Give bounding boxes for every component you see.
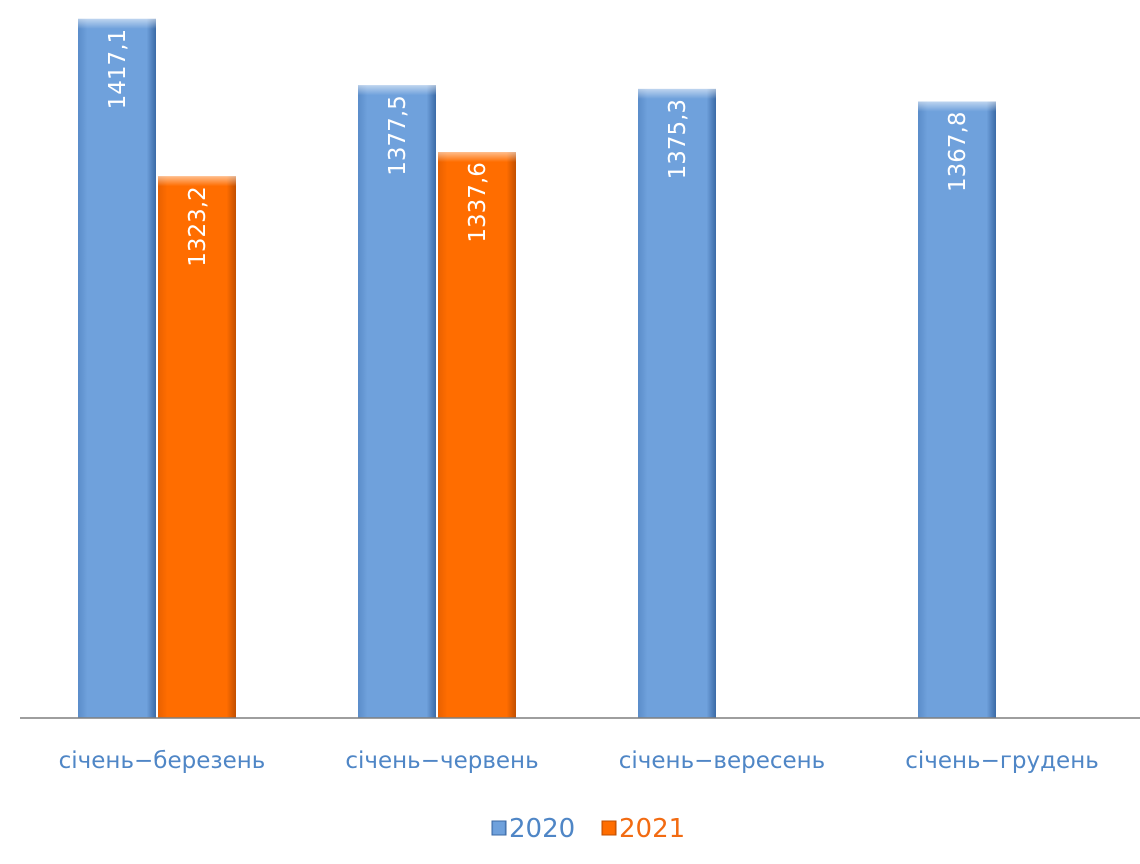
category-label-4: січень−грудень xyxy=(905,748,1099,774)
bar-cap-2021-2 xyxy=(438,152,516,163)
category-labels-group: січень−березень січень−червень січень−вере… xyxy=(59,748,1099,774)
bar-2020-3 xyxy=(638,88,716,718)
bar-2020-2 xyxy=(358,85,436,718)
category-label-3: січень−вересень xyxy=(619,748,825,774)
category-label-2: січень−червень xyxy=(345,748,538,774)
category-label-1: січень−березень xyxy=(59,748,266,774)
bar-2021-2 xyxy=(438,152,516,718)
value-label-2020-3: 1375,3 xyxy=(665,99,691,179)
legend-label-2021: 2021 xyxy=(619,814,685,844)
value-label-2020-2: 1377,5 xyxy=(385,95,411,175)
bar-cap-2020-2 xyxy=(358,85,436,96)
legend-label-2020: 2020 xyxy=(509,814,575,844)
bar-2020-4 xyxy=(918,101,996,719)
value-label-2020-4: 1367,8 xyxy=(945,111,971,191)
legend-swatch-2021 xyxy=(601,820,617,836)
legend-swatch-2020 xyxy=(491,820,507,836)
bars-group xyxy=(78,18,996,719)
value-labels-group: 1417,1 1323,2 1377,5 1337,6 1375,3 1367,8 xyxy=(105,29,971,267)
bar-2020-1 xyxy=(78,18,156,718)
bar-2021-1 xyxy=(158,176,236,718)
bar-cap-2020-4 xyxy=(918,101,996,112)
value-label-2020-1: 1417,1 xyxy=(105,29,131,109)
value-label-2021-2: 1337,6 xyxy=(465,162,491,242)
bar-cap-2020-1 xyxy=(78,18,156,29)
legend: 2020 2021 xyxy=(491,814,685,844)
bar-cap-2020-3 xyxy=(638,88,716,99)
bar-cap-2021-1 xyxy=(158,176,236,187)
value-label-2021-1: 1323,2 xyxy=(185,186,211,266)
